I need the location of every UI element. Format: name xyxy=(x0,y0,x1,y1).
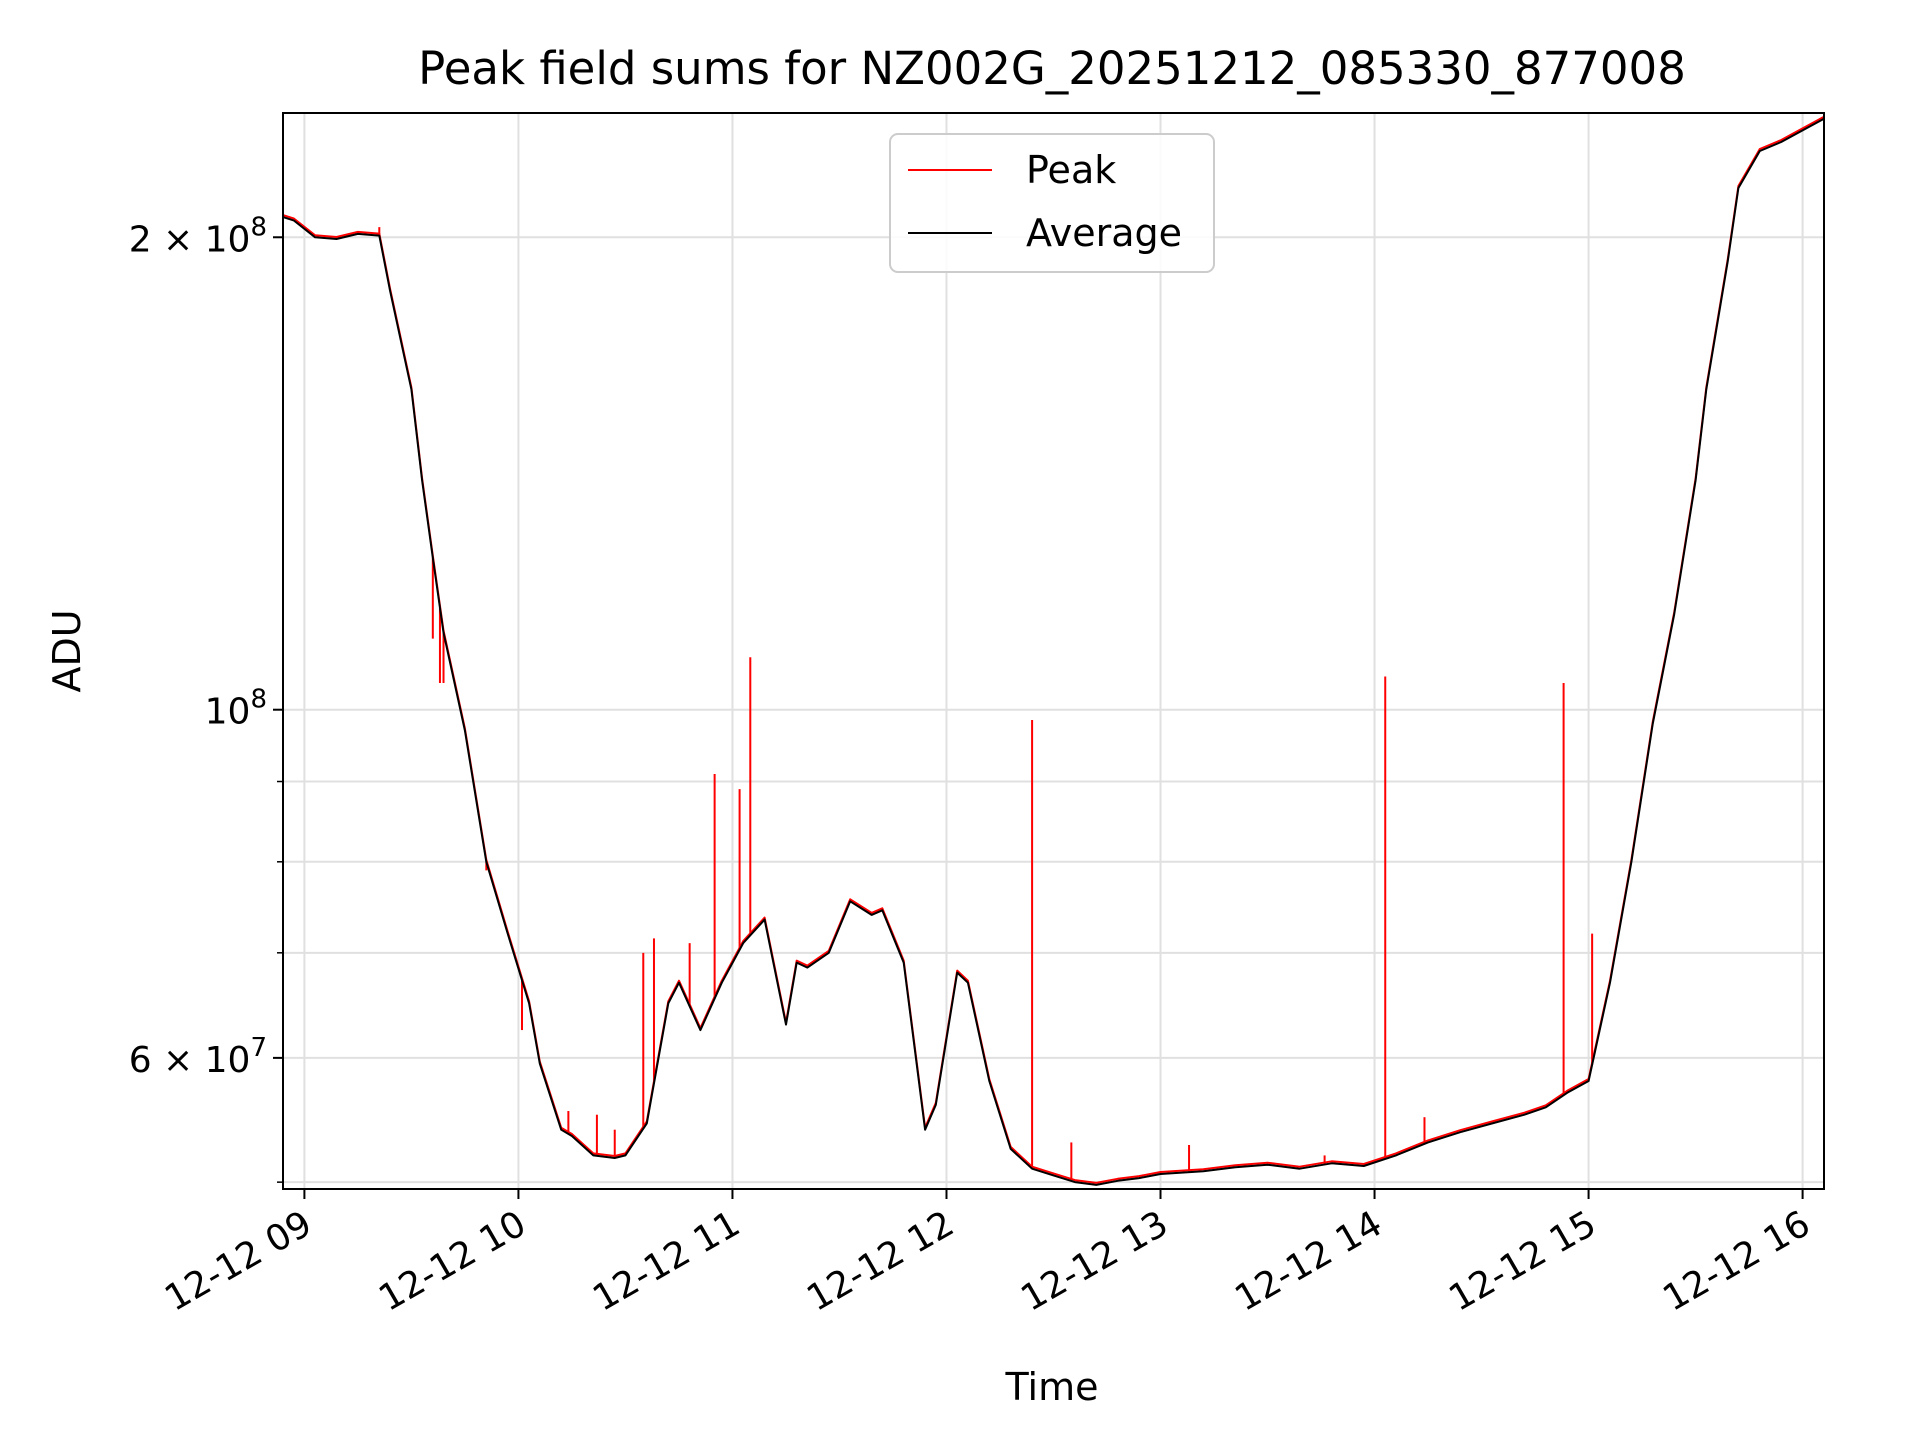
x-axis-label: Time xyxy=(1005,1365,1099,1409)
y-tick-label: 6 × 107 xyxy=(129,1033,267,1081)
grid xyxy=(283,113,1824,1189)
legend-average-label: Average xyxy=(1026,211,1182,255)
y-axis-label: ADU xyxy=(45,609,89,692)
y-tick-exponent: 8 xyxy=(250,212,267,242)
y-tick-label: 2 × 108 xyxy=(129,212,267,260)
chart-title: Peak field sums for NZ002G_20251212_0853… xyxy=(418,42,1686,95)
average-series-line xyxy=(282,117,1825,1186)
legend: Peak Average xyxy=(889,133,1215,273)
y-tick-exponent: 8 xyxy=(250,685,267,715)
series-layer xyxy=(282,115,1825,1186)
legend-box xyxy=(889,133,1215,273)
plot-frame xyxy=(282,112,1825,1190)
y-tick-exponent: 7 xyxy=(250,1033,267,1063)
legend-peak-label: Peak xyxy=(1026,148,1116,192)
